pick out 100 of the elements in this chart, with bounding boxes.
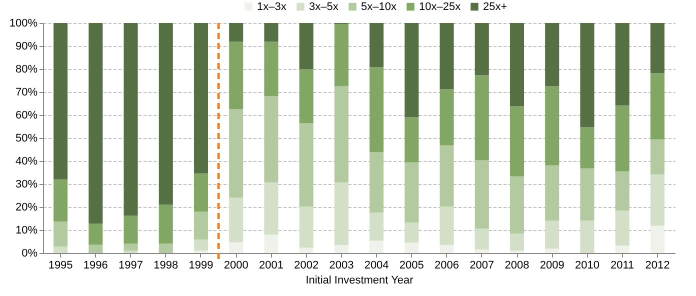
legend-label: 3x–5x <box>309 0 339 13</box>
bar <box>299 123 314 207</box>
bar <box>124 244 138 251</box>
bar <box>545 248 560 253</box>
bar <box>404 23 419 118</box>
bar <box>510 23 524 106</box>
x-axis-title: Initial Investment Year <box>306 274 414 286</box>
bar <box>370 240 384 253</box>
bar <box>54 221 68 247</box>
bar <box>158 204 173 244</box>
bar <box>370 67 384 152</box>
bar <box>370 23 384 68</box>
bar <box>545 220 560 249</box>
bar <box>334 182 348 245</box>
y-tick-label: 20% <box>15 202 38 214</box>
bar <box>264 42 278 96</box>
y-tick-label: 30% <box>15 178 38 190</box>
bar <box>334 24 348 86</box>
x-tick-label: 1995 <box>48 260 73 272</box>
bar <box>510 176 524 234</box>
bar <box>650 23 664 74</box>
bar <box>229 109 244 198</box>
bar <box>299 248 314 253</box>
bar <box>124 23 138 216</box>
x-tick-label: 2006 <box>434 260 460 272</box>
bar <box>474 160 489 229</box>
y-tick-label: 10% <box>15 224 38 236</box>
x-tick-label: 2000 <box>224 260 248 272</box>
bar <box>580 168 594 221</box>
bar <box>299 23 314 70</box>
legend-label: 10x–25x <box>419 0 462 13</box>
x-tick-label: 1998 <box>154 260 178 272</box>
bar <box>615 105 630 172</box>
bar <box>54 246 68 253</box>
bar <box>404 117 419 162</box>
y-tick-label: 40% <box>15 156 38 168</box>
x-tick-label: 2001 <box>258 260 284 272</box>
bar <box>440 23 454 90</box>
bar <box>194 23 208 174</box>
x-tick-label: 2010 <box>574 260 600 272</box>
bar <box>615 210 630 246</box>
bar <box>88 23 103 224</box>
bar <box>229 198 244 242</box>
bar <box>440 145 454 207</box>
bar <box>54 23 68 180</box>
y-tick-label: 50% <box>15 132 38 144</box>
bar <box>474 23 489 76</box>
bar <box>510 106 524 176</box>
y-tick-label: 90% <box>15 40 38 52</box>
y-tick-label: 70% <box>15 86 38 98</box>
bar <box>615 23 630 106</box>
bar <box>334 244 348 253</box>
bar <box>54 179 68 222</box>
bar <box>404 162 419 223</box>
bar <box>545 23 560 86</box>
y-tick-label: 0% <box>22 248 38 260</box>
bar <box>229 242 244 253</box>
bar <box>264 23 278 42</box>
bar <box>194 212 208 240</box>
y-tick-label: 80% <box>15 64 38 76</box>
legend-label: 5x–10x <box>361 0 397 13</box>
bar <box>370 212 384 241</box>
bar <box>264 96 278 182</box>
bar <box>264 234 278 253</box>
bar <box>650 139 664 174</box>
x-tick-label: 2004 <box>364 260 389 272</box>
bar <box>299 69 314 124</box>
x-tick-label: 2005 <box>399 260 424 272</box>
bar <box>440 89 454 146</box>
x-tick-label: 2009 <box>540 260 564 272</box>
bar <box>580 220 594 253</box>
x-tick-label: 2012 <box>645 260 670 272</box>
bar <box>474 250 489 253</box>
bar <box>264 182 278 235</box>
bar <box>474 75 489 160</box>
bar <box>158 244 173 253</box>
x-tick-label: 1996 <box>83 260 108 272</box>
bar <box>194 173 208 212</box>
bar <box>404 222 419 243</box>
bar <box>650 174 664 226</box>
x-tick-label: 2008 <box>504 260 530 272</box>
bar <box>194 240 208 251</box>
legend-label: 25x+ <box>483 0 508 13</box>
bar <box>650 73 664 140</box>
bar <box>299 206 314 248</box>
bar <box>229 23 244 42</box>
x-tick-label: 2011 <box>610 260 634 272</box>
x-tick-label: 1999 <box>188 260 214 272</box>
bar <box>545 165 560 221</box>
bar <box>370 152 384 213</box>
bar <box>440 244 454 253</box>
bar <box>580 23 594 128</box>
bar <box>474 228 489 250</box>
x-tick-label: 2002 <box>294 260 319 272</box>
bar <box>88 224 103 245</box>
bar <box>124 216 138 244</box>
x-tick-label: 1997 <box>118 260 144 272</box>
bar <box>615 246 630 253</box>
bar <box>229 42 244 110</box>
bar <box>510 234 524 251</box>
